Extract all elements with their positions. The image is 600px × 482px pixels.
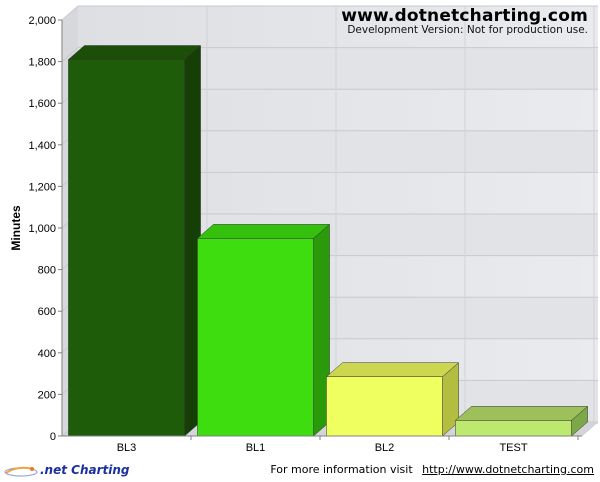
x-tick-label: BL2 — [375, 442, 395, 454]
y-tick-label: 600 — [38, 306, 56, 318]
bar-top — [454, 406, 589, 421]
bar — [196, 223, 331, 437]
x-tick-label: BL1 — [246, 442, 266, 454]
grid-line-side — [61, 5, 79, 21]
bar-front — [455, 420, 572, 437]
y-tick-labels: 0 200 400 600 800 1,000 1,200 1,400 1,600 1,800 2,… — [28, 15, 62, 443]
bar-chart: 0 200 400 600 800 1,000 1,200 1,400 1,600 1,800 2,… — [9, 5, 599, 454]
x-tick-label: BL3 — [117, 442, 137, 454]
y-tick-label: 1,600 — [28, 98, 56, 110]
grid-line-side — [61, 47, 79, 62]
logo-text: .net Charting — [40, 463, 130, 477]
watermark-subtitle: Development Version: Not for production … — [347, 24, 588, 36]
y-tick-label: 1,400 — [28, 140, 56, 152]
footer: .net Charting For more information visit… — [0, 460, 600, 480]
footer-logo[interactable]: .net Charting — [4, 462, 130, 478]
y-tick-label: 800 — [38, 265, 56, 277]
y-tick-label: 0 — [50, 431, 56, 443]
swoosh-icon — [4, 463, 38, 477]
bar — [67, 44, 202, 437]
y-tick-label: 400 — [38, 348, 56, 360]
bar-front — [68, 59, 185, 437]
bar-top — [67, 45, 202, 60]
bar-front — [326, 376, 443, 437]
bar — [454, 405, 589, 437]
watermark-title: www.dotnetcharting.com — [341, 6, 588, 26]
y-axis-label: Minutes — [9, 205, 23, 251]
y-tick-label: 1,000 — [28, 223, 56, 235]
footer-link[interactable]: http://www.dotnetcharting.com — [422, 463, 594, 476]
bars — [67, 44, 589, 437]
y-tick-label: 2,000 — [28, 15, 56, 27]
y-tick-label: 200 — [38, 389, 56, 401]
y-tick-label: 1,200 — [28, 181, 56, 193]
x-tick-labels: BL3 BL1 BL2 TEST — [117, 436, 579, 454]
bar — [325, 362, 460, 437]
bar-top — [196, 224, 331, 239]
y-tick-label: 1,800 — [28, 57, 56, 69]
bar-front — [197, 238, 314, 437]
bar-top — [325, 362, 460, 377]
x-tick-label: TEST — [499, 442, 527, 454]
footer-info-text: For more information visit — [270, 463, 413, 476]
footer-info: For more information visit http://www.do… — [270, 463, 594, 476]
